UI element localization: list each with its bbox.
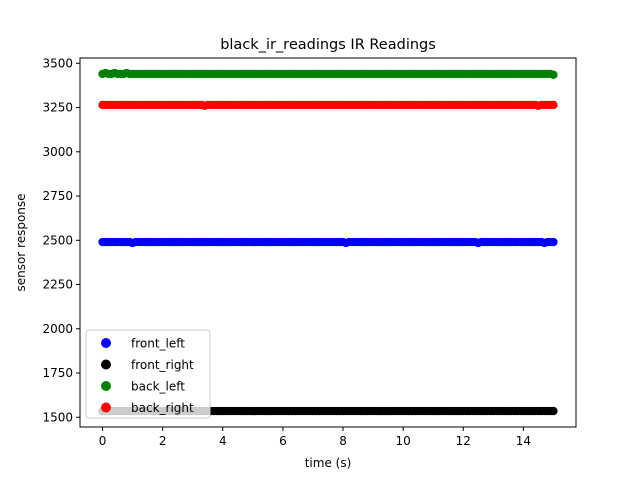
x-axis: 0 2 4 6 8 10 12 14: [99, 427, 531, 448]
plot-frame: [79, 57, 577, 428]
x-tick-label: 12: [456, 434, 471, 448]
legend-marker: [101, 402, 111, 413]
data-point: [549, 70, 558, 80]
y-tick-label: 1500: [42, 410, 73, 424]
x-tick-label: 0: [99, 434, 107, 448]
legend: front_left front_right back_left back_right: [85, 329, 211, 419]
y-tick-label: 3500: [42, 56, 73, 70]
y-tick-label: 3000: [42, 145, 73, 159]
legend-label: back_right: [131, 401, 194, 415]
x-tick-label: 14: [516, 434, 531, 448]
x-tick-label: 6: [279, 434, 287, 448]
y-tick-label: 2750: [42, 189, 73, 203]
chart-title: black_ir_readings IR Readings: [220, 37, 436, 53]
series-front-left: [98, 237, 558, 248]
y-axis-label: sensor response: [14, 193, 28, 291]
x-tick-label: 2: [159, 434, 167, 448]
series-back-left: [98, 68, 558, 80]
y-tick-label: 2250: [42, 278, 73, 292]
legend-box: [85, 329, 211, 419]
legend-marker: [101, 381, 111, 391]
x-tick-label: 8: [339, 434, 347, 448]
legend-marker: [101, 338, 111, 348]
y-axis: 1500 1750 2000 2250 2500 2750 3000 3250 3500: [42, 56, 80, 424]
legend-label: front_left: [131, 337, 185, 351]
data-point: [549, 237, 558, 247]
y-tick-label: 3250: [42, 101, 73, 115]
x-tick-label: 4: [219, 434, 227, 448]
legend-marker: [101, 359, 111, 370]
legend-label: back_left: [131, 380, 185, 394]
data-point: [549, 100, 558, 110]
data-point: [549, 406, 558, 416]
y-tick-label: 1750: [42, 366, 73, 380]
x-axis-label: time (s): [305, 456, 352, 470]
x-tick-label: 10: [396, 434, 411, 448]
y-tick-label: 2000: [42, 322, 73, 336]
y-tick-label: 2500: [42, 233, 73, 247]
legend-label: front_right: [131, 358, 194, 372]
series-back-right: [98, 100, 558, 110]
